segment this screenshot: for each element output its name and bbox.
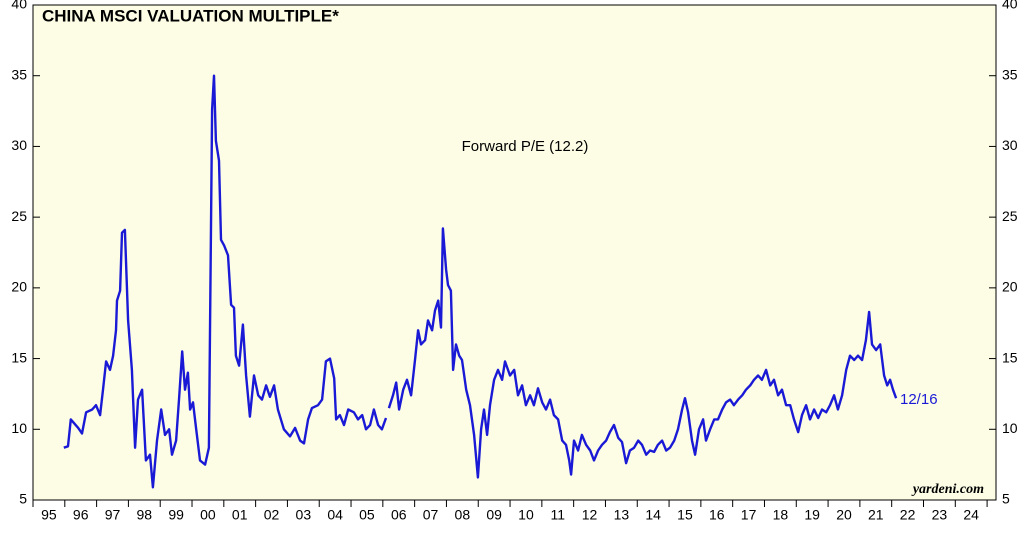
y-tick-label: 30 [11, 137, 27, 153]
y2-tick-label: 5 [1002, 491, 1010, 507]
chart-title: CHINA MSCI VALUATION MULTIPLE* [42, 6, 339, 25]
x-tick-label: 21 [868, 507, 884, 523]
y-tick-label: 10 [11, 420, 27, 436]
source-label: yardeni.com [911, 482, 984, 497]
x-tick-label: 10 [518, 507, 534, 523]
x-tick-label: 06 [391, 507, 407, 523]
x-tick-label: 04 [327, 507, 343, 523]
x-tick-label: 08 [455, 507, 471, 523]
x-tick-label: 15 [677, 507, 693, 523]
x-tick-label: 02 [264, 507, 280, 523]
series-line [63, 74, 898, 489]
y-tick-label: 35 [11, 66, 27, 82]
plot-area [32, 4, 997, 501]
y2-tick-label: 15 [1002, 349, 1018, 365]
y2-tick-label: 40 [1002, 0, 1018, 12]
x-tick-label: 96 [73, 507, 89, 523]
x-tick-label: 11 [550, 507, 565, 523]
x-tick-label: 99 [168, 507, 184, 523]
y-tick-label: 25 [11, 208, 27, 224]
x-tick-label: 16 [709, 507, 725, 523]
x-tick-label: 98 [137, 507, 153, 523]
x-tick-label: 17 [741, 507, 757, 523]
x-tick-label: 03 [296, 507, 312, 523]
y-tick-label: 20 [11, 279, 27, 295]
x-tick-label: 18 [773, 507, 789, 523]
y2-tick-label: 30 [1002, 137, 1018, 153]
x-tick-label: 22 [900, 507, 916, 523]
end-date-label: 12/16 [900, 391, 938, 408]
x-tick-label: 23 [932, 507, 948, 523]
x-tick-label: 20 [836, 507, 852, 523]
x-tick-label: 05 [359, 507, 375, 523]
y-tick-label: 5 [19, 491, 27, 507]
y-tick-label: 40 [11, 0, 27, 12]
y-tick-label: 15 [11, 349, 27, 365]
x-tick-label: 01 [232, 507, 248, 523]
x-tick-label: 19 [804, 507, 820, 523]
x-tick-label: 12 [582, 507, 598, 523]
y2-tick-label: 35 [1002, 66, 1018, 82]
x-tick-label: 00 [200, 507, 216, 523]
y2-tick-label: 10 [1002, 420, 1018, 436]
x-tick-label: 24 [963, 507, 979, 523]
y2-tick-label: 25 [1002, 208, 1018, 224]
x-tick-label: 13 [614, 507, 630, 523]
y2-tick-label: 20 [1002, 279, 1018, 295]
x-tick-label: 14 [645, 507, 661, 523]
series-annotation: Forward P/E (12.2) [462, 138, 589, 155]
x-tick-label: 07 [423, 507, 439, 523]
x-tick-label: 97 [105, 507, 121, 523]
x-tick-label: 95 [41, 507, 57, 523]
x-tick-label: 09 [486, 507, 502, 523]
